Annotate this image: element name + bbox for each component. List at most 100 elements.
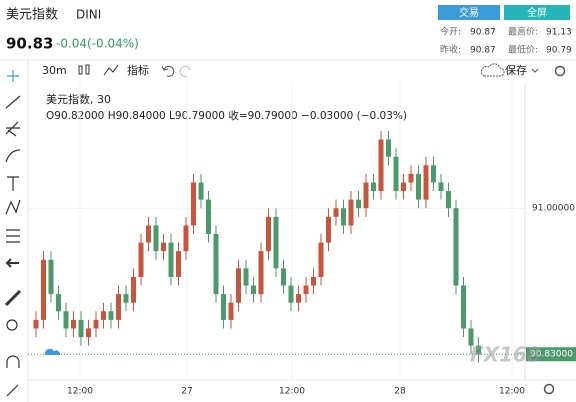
candle-body	[221, 294, 226, 320]
trade-label[interactable]: 交易	[459, 6, 479, 19]
candle-body	[273, 216, 279, 269]
stat-value: 90.87	[470, 46, 496, 56]
text-tool[interactable]	[7, 176, 19, 191]
candle-body	[191, 182, 196, 226]
measure-tool[interactable]	[4, 289, 22, 307]
candle-body	[288, 285, 294, 303]
candle-body	[461, 285, 466, 329]
cloud-icon[interactable]	[480, 63, 505, 77]
candle-body	[296, 294, 301, 303]
candle-body	[386, 139, 391, 157]
stat-label: 今开:	[440, 26, 461, 38]
brush-tool[interactable]	[5, 149, 21, 163]
price: 90.83	[6, 35, 53, 53]
candle-body	[393, 156, 399, 192]
change: -0.04(-0.04%)	[56, 37, 139, 51]
candle-body	[371, 182, 376, 192]
candle-body	[63, 311, 69, 329]
plot	[28, 82, 525, 380]
candle-body	[318, 242, 324, 277]
x-tick-label: 12:00	[499, 387, 525, 397]
zoom-tool[interactable]	[6, 319, 18, 331]
candle-body	[281, 268, 286, 286]
x-tick-label: 27	[181, 387, 192, 397]
symbol: 美元指数	[6, 8, 58, 23]
save[interactable]: 保存	[505, 63, 527, 77]
code: DINI	[76, 8, 101, 22]
candle-body	[33, 319, 39, 329]
trade-button[interactable]	[438, 5, 500, 20]
redo[interactable]	[179, 65, 191, 77]
fullscreen-label[interactable]: 全屏	[527, 6, 547, 19]
projection-tool[interactable]	[6, 229, 20, 243]
candle-body	[446, 191, 451, 209]
candle-body	[378, 139, 384, 192]
candle-body	[131, 276, 136, 303]
candle-body	[438, 182, 444, 192]
watermark: FX168	[470, 343, 541, 367]
indicator-icon[interactable]	[103, 64, 119, 76]
candle-body	[101, 311, 106, 320]
candle-body	[326, 216, 331, 243]
candle-body	[333, 208, 339, 217]
candle-body	[251, 285, 256, 295]
crosshair-tool[interactable]	[7, 70, 19, 82]
candle-body	[348, 199, 354, 226]
candle-body	[363, 182, 369, 209]
candle-body	[71, 319, 76, 329]
fullscreen-button[interactable]	[504, 5, 570, 20]
candle-body	[408, 173, 414, 183]
fib-tool[interactable]	[5, 121, 20, 137]
candle-body	[228, 302, 234, 320]
stat-label: 最高价:	[508, 26, 538, 38]
candle-body	[183, 225, 189, 252]
settings[interactable]	[554, 65, 566, 77]
candle-body	[431, 165, 436, 183]
candle-body	[356, 199, 361, 209]
candle-body	[41, 259, 46, 320]
candle-body	[206, 199, 211, 234]
candle-body	[303, 285, 309, 295]
candle-body	[153, 225, 159, 252]
candle-body	[236, 268, 241, 303]
candle-icon[interactable]	[78, 64, 90, 75]
last-price-label: 90.83000	[530, 350, 573, 360]
candle-body	[311, 276, 316, 286]
last-price-box	[526, 347, 576, 362]
left-toolbar	[4, 70, 22, 397]
candle-body	[78, 319, 84, 338]
candle-body	[168, 242, 174, 277]
stat-label: 最低价:	[508, 44, 538, 56]
candle-body	[416, 173, 421, 200]
x-tick-label: 12:00	[279, 387, 305, 397]
candle-body	[401, 182, 406, 192]
candle-body	[123, 294, 129, 303]
y-tick-label: 91.00000	[532, 204, 575, 214]
chart-settings[interactable]	[543, 383, 555, 395]
undo[interactable]	[161, 65, 175, 77]
candle-body	[93, 319, 99, 329]
save-menu[interactable]	[531, 68, 539, 73]
candle-body	[198, 182, 204, 200]
stat-label: 昨收:	[440, 44, 461, 56]
candle-body	[243, 268, 249, 286]
back-tool[interactable]	[5, 258, 19, 268]
lock-tool[interactable]	[6, 384, 19, 397]
line-tool[interactable]	[5, 95, 21, 109]
interval[interactable]: 30m	[42, 64, 67, 77]
indicators[interactable]: 指标	[127, 63, 149, 77]
candle-body	[176, 251, 181, 277]
stat-value: 91.13	[546, 28, 572, 38]
candle-body	[341, 208, 346, 226]
candle-body	[56, 294, 61, 312]
candle-body	[138, 242, 144, 277]
x-tick-label: 28	[394, 387, 406, 397]
candle-body	[453, 208, 459, 286]
legend-title: 美元指数, 30	[46, 92, 111, 106]
pattern-tool[interactable]	[5, 199, 21, 215]
candle-body	[86, 328, 91, 338]
stat-value: 90.87	[470, 28, 496, 38]
x-tick-label: 12:00	[67, 387, 93, 397]
magnet-tool[interactable]	[6, 355, 20, 368]
